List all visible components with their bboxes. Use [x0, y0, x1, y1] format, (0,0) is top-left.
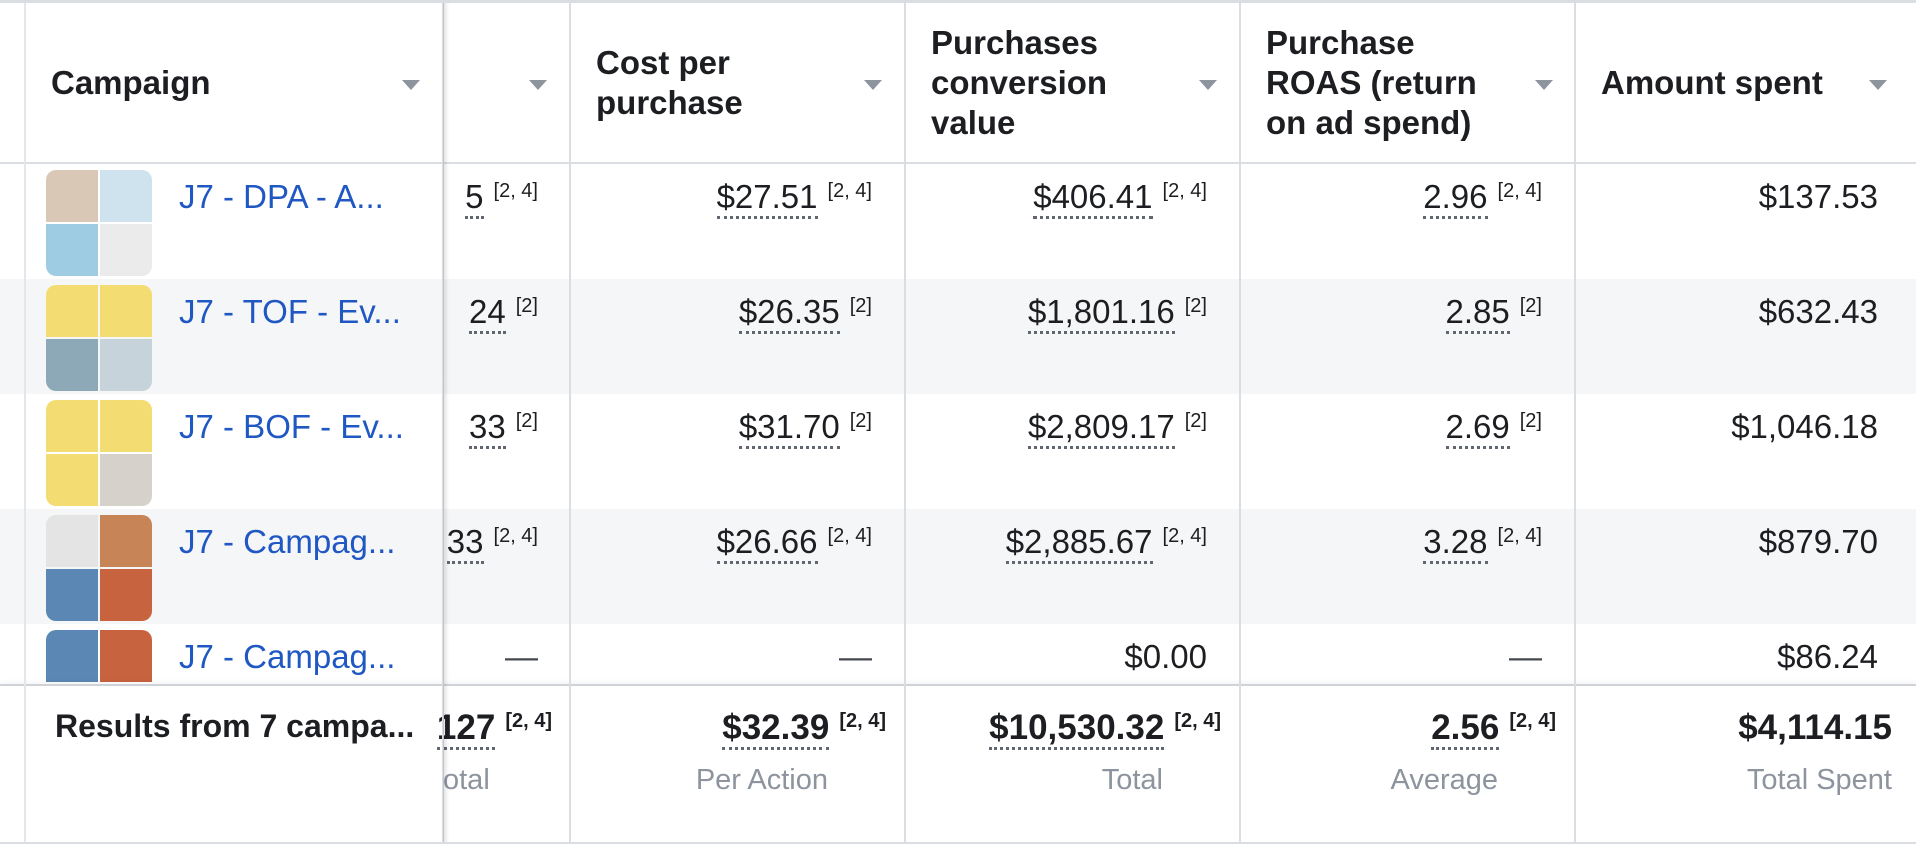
conversion-value-caption: Total: [1101, 764, 1163, 796]
column-header-campaign[interactable]: Campaign: [51, 64, 211, 101]
ad-thumbnail: [46, 285, 152, 391]
ad-thumbnail: [46, 400, 152, 506]
column-header-amount-spent[interactable]: Amount spent: [1601, 64, 1823, 101]
amount-spent-value: $86.24: [1777, 638, 1878, 675]
column-divider: [569, 3, 571, 844]
table-row[interactable]: J7 - Campag... 33 [2, 4] $26.66 [2, 4] $2,…: [0, 509, 1916, 624]
roas-caption: Average: [1390, 764, 1499, 796]
ad-thumbnail: [46, 515, 152, 621]
roas-value: 2.69 [2]: [1445, 408, 1542, 449]
amount-spent-value: $632.43: [1758, 293, 1878, 330]
cost-per-purchase-value: —: [839, 638, 872, 675]
frozen-column-shadow: [443, 3, 449, 844]
campaign-name-link[interactable]: J7 - DPA - A...: [179, 178, 384, 215]
table-footer: Results from 7 campa... 127 [2, 4] otal $…: [0, 686, 1916, 844]
footer-divider: [0, 684, 1916, 686]
cost-per-purchase-value: $27.51 [2, 4]: [716, 178, 872, 219]
amount-spent-caption: Total Spent: [1746, 764, 1892, 796]
amount-spent-value: $879.70: [1758, 523, 1878, 560]
sort-caret-icon[interactable]: [1535, 80, 1553, 90]
cost-per-purchase-value: $31.70 [2]: [738, 408, 872, 449]
cost-per-purchase-value: $26.35 [2]: [738, 293, 872, 334]
ad-thumbnail: [46, 170, 152, 276]
campaign-name-link[interactable]: J7 - BOF - Ev...: [179, 408, 404, 445]
sort-caret-icon[interactable]: [1869, 80, 1887, 90]
conversion-value: $0.00: [1124, 638, 1207, 675]
table-row[interactable]: J7 - Campag... — — $0.00 — $86.24: [0, 624, 1916, 684]
ad-thumbnail: [46, 630, 152, 684]
roas-value: 2.85 [2]: [1445, 293, 1542, 334]
campaign-name-link[interactable]: J7 - TOF - Ev...: [179, 293, 401, 330]
average-roas: 2.56 [2, 4]: [1431, 708, 1556, 750]
column-divider: [1574, 3, 1576, 844]
conversion-value: $2,885.67 [2, 4]: [1005, 523, 1207, 564]
header-divider: [0, 162, 1916, 164]
total-cost-per-purchase: $32.39 [2, 4]: [722, 708, 886, 750]
top-border: [0, 0, 1916, 3]
roas-value: 2.96 [2, 4]: [1423, 178, 1542, 219]
sort-caret-icon[interactable]: [864, 80, 882, 90]
campaign-name-link[interactable]: J7 - Campag...: [179, 638, 396, 675]
purchases-value: 24 [2]: [469, 293, 538, 334]
roas-value: —: [1509, 638, 1542, 675]
table-row[interactable]: J7 - TOF - Ev... 24 [2] $26.35 [2] $1,801.…: [0, 279, 1916, 394]
table-row[interactable]: J7 - DPA - A... 5 [2, 4] $27.51 [2, 4] $40…: [0, 164, 1916, 279]
amount-spent-value: $137.53: [1758, 178, 1878, 215]
cost-per-purchase-caption: Per Action: [695, 764, 828, 796]
column-divider: [1239, 3, 1241, 844]
sort-caret-icon[interactable]: [529, 80, 547, 90]
conversion-value: $1,801.16 [2]: [1027, 293, 1207, 334]
total-amount-spent: $4,114.15: [1738, 708, 1892, 747]
total-purchases: 127 [2, 4]: [436, 708, 552, 750]
total-conversion-value: $10,530.32 [2, 4]: [989, 708, 1221, 750]
column-divider: [24, 3, 26, 844]
column-header-cost-per-purchase[interactable]: Cost per purchase: [596, 44, 743, 121]
roas-value: 3.28 [2, 4]: [1423, 523, 1542, 564]
sort-caret-icon[interactable]: [402, 80, 420, 90]
column-header-purchases-conversion-value[interactable]: Purchases conversion value: [931, 24, 1108, 141]
conversion-value: $406.41 [2, 4]: [1033, 178, 1207, 219]
cost-per-purchase-value: $26.66 [2, 4]: [716, 523, 872, 564]
frozen-column-divider: [442, 3, 444, 844]
bottom-border: [0, 842, 1916, 844]
purchases-value: 5 [2, 4]: [465, 178, 538, 219]
sort-caret-icon[interactable]: [1199, 80, 1217, 90]
campaign-name-link[interactable]: J7 - Campag...: [179, 523, 396, 560]
purchases-value: 33 [2, 4]: [446, 523, 538, 564]
results-summary-label: Results from 7 campa...: [55, 708, 415, 744]
conversion-value: $2,809.17 [2]: [1027, 408, 1207, 449]
total-purchases-caption: otal: [443, 764, 490, 796]
table-row[interactable]: J7 - BOF - Ev... 33 [2] $31.70 [2] $2,809.…: [0, 394, 1916, 509]
purchases-value: 33 [2]: [469, 408, 538, 449]
table-header: Campaign Cost per purchase Purchases con…: [0, 3, 1916, 163]
amount-spent-value: $1,046.18: [1731, 408, 1878, 445]
purchases-value: —: [505, 638, 538, 675]
column-header-purchase-roas[interactable]: Purchase ROAS (return on ad spend): [1266, 24, 1477, 141]
column-divider: [904, 3, 906, 844]
